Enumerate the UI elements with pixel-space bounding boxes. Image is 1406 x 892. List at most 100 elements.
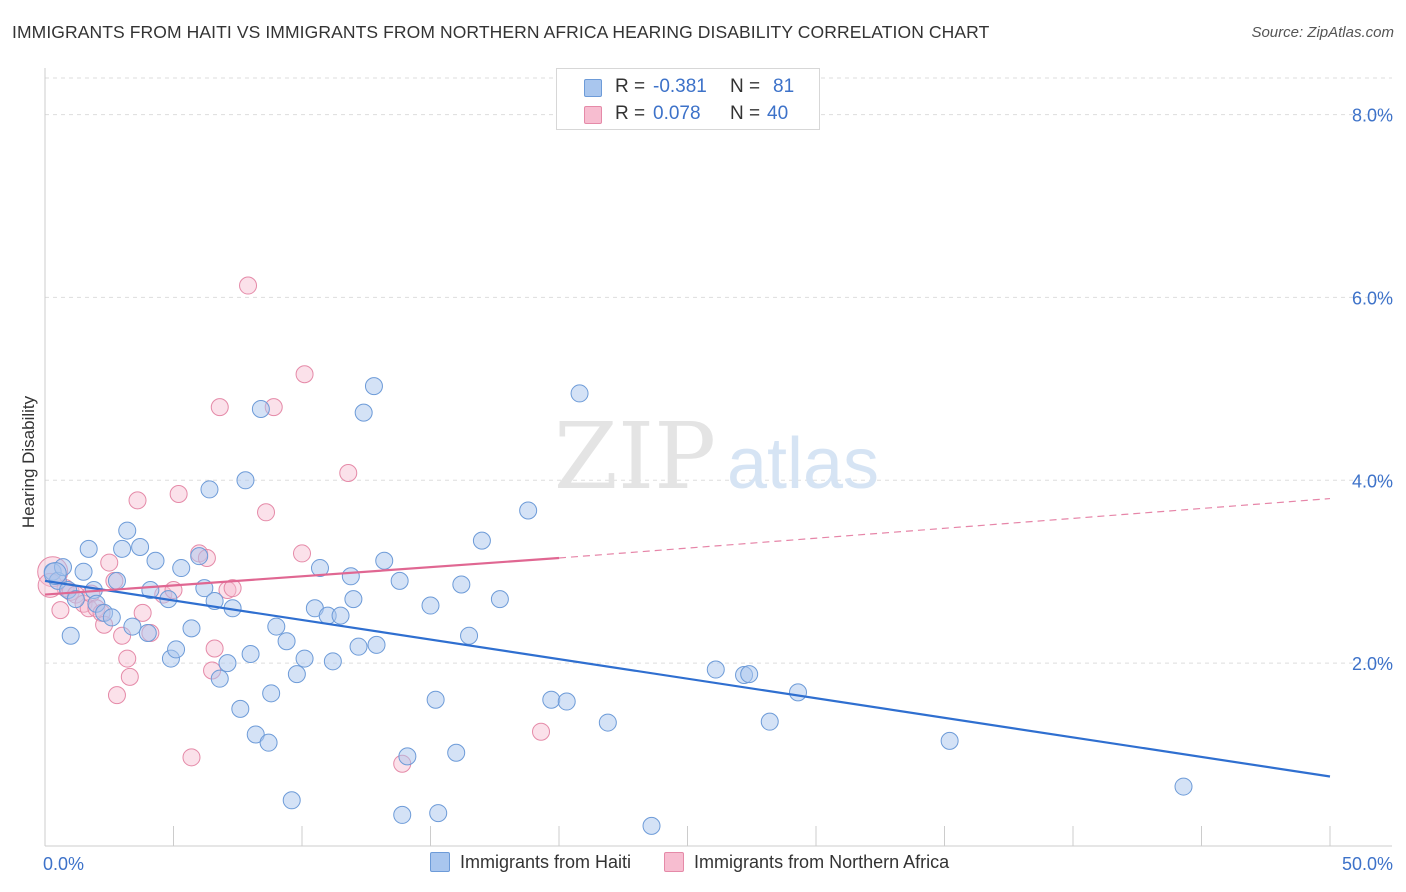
- haiti-point: [460, 626, 479, 645]
- haiti-point: [398, 747, 417, 766]
- nafrica-point: [182, 748, 201, 767]
- haiti-point: [789, 683, 808, 702]
- haiti-point: [172, 559, 191, 578]
- nafrica-point: [295, 365, 314, 384]
- haiti-point: [236, 471, 255, 490]
- nafrica-trend-extension: [558, 497, 1331, 559]
- haiti-point: [344, 590, 363, 609]
- nafrica-point: [239, 276, 258, 295]
- haiti-point: [287, 665, 306, 684]
- haiti-point: [259, 733, 278, 752]
- haiti-point: [282, 791, 301, 810]
- haiti-point: [542, 690, 561, 709]
- haiti-point: [706, 660, 725, 679]
- nafrica-point: [205, 639, 224, 658]
- haiti-point: [367, 635, 386, 654]
- nafrica-swatch: [584, 106, 602, 124]
- haiti-point: [557, 692, 576, 711]
- data-points: [37, 276, 1193, 835]
- haiti-point: [331, 606, 350, 625]
- watermark-zip: ZIP: [554, 403, 716, 510]
- y-axis-label: Hearing Disability: [19, 395, 38, 528]
- nafrica-legend-swatch: [664, 852, 685, 872]
- haiti-point: [740, 665, 759, 684]
- haiti-point: [61, 626, 80, 645]
- nafrica-point: [532, 722, 551, 741]
- haiti-point: [375, 551, 394, 570]
- haiti-point: [231, 699, 250, 718]
- grid-lines: [45, 77, 1392, 664]
- nafrica-point: [128, 491, 147, 510]
- haiti-point: [262, 684, 281, 703]
- haiti-point: [452, 575, 471, 594]
- haiti-point: [760, 712, 779, 731]
- haiti-point: [323, 652, 342, 671]
- haiti-trend-line: [44, 579, 1331, 778]
- haiti-point: [447, 743, 466, 762]
- n-value: 40: [767, 103, 789, 124]
- haiti-point: [107, 571, 126, 590]
- haiti-point: [472, 531, 491, 550]
- trend-lines: [44, 497, 1331, 778]
- nafrica-point: [210, 398, 229, 417]
- series-legend: Immigrants from Haiti Immigrants from No…: [430, 852, 977, 878]
- nafrica-point: [133, 603, 152, 622]
- haiti-point: [131, 538, 150, 557]
- r-label: R =: [615, 76, 646, 97]
- haiti-point: [246, 725, 265, 744]
- haiti-point: [364, 377, 383, 396]
- legend-row-nafrica: R = 0.078 N = 40: [557, 101, 819, 127]
- nafrica-point: [339, 463, 358, 482]
- haiti-point: [267, 617, 286, 636]
- haiti-point: [79, 539, 98, 558]
- haiti-point: [393, 805, 412, 824]
- x-tick-label-max: 50.0%: [1342, 854, 1393, 874]
- y-tick-label: 4.0%: [1352, 471, 1393, 491]
- haiti-point: [295, 649, 314, 668]
- r-value: 0.078: [653, 103, 701, 124]
- legend-item-haiti: Immigrants from Haiti: [430, 852, 631, 873]
- nafrica-legend-label: Immigrants from Northern Africa: [694, 852, 950, 872]
- nafrica-point: [100, 553, 119, 572]
- haiti-point: [570, 384, 589, 403]
- watermark: ZIP atlas: [554, 403, 879, 510]
- x-tick-label-min: 0.0%: [43, 854, 84, 874]
- haiti-point: [341, 567, 360, 586]
- axes: [44, 68, 1392, 847]
- haiti-point: [167, 640, 186, 659]
- nafrica-point: [169, 485, 188, 503]
- haiti-point: [200, 480, 219, 499]
- haiti-legend-label: Immigrants from Haiti: [460, 852, 632, 872]
- chart-title: IMMIGRANTS FROM HAITI VS IMMIGRANTS FROM…: [12, 22, 990, 42]
- haiti-point: [519, 501, 538, 520]
- haiti-point: [241, 645, 260, 663]
- haiti-point: [426, 690, 445, 709]
- haiti-swatch: [584, 79, 602, 97]
- haiti-point: [490, 590, 509, 609]
- haiti-point: [429, 804, 448, 823]
- haiti-point: [74, 562, 93, 581]
- nafrica-point: [118, 649, 137, 668]
- haiti-point: [113, 539, 132, 558]
- haiti-point: [146, 551, 165, 570]
- nafrica-point: [51, 601, 70, 620]
- n-label: N =: [730, 103, 761, 124]
- haiti-point: [218, 654, 237, 673]
- haiti-point: [66, 590, 85, 609]
- n-label: N =: [730, 76, 761, 97]
- nafrica-point: [293, 544, 311, 563]
- y-tick-label: 8.0%: [1352, 106, 1393, 126]
- legend-item-nafrica: Immigrants from Northern Africa: [664, 852, 949, 873]
- haiti-point: [210, 669, 229, 688]
- haiti-point: [182, 619, 201, 638]
- haiti-point: [277, 632, 296, 651]
- haiti-point: [390, 571, 409, 590]
- source-label: Source: ZipAtlas.com: [1251, 24, 1394, 41]
- haiti-point: [138, 623, 157, 642]
- r-value: -0.381: [653, 76, 707, 97]
- nafrica-point: [223, 579, 242, 598]
- tick-labels: 2.0% 4.0% 6.0% 8.0% 0.0% 50.0% Hearing Disabil…: [19, 106, 1393, 874]
- haiti-point: [1174, 777, 1193, 796]
- nafrica-trend-line: [44, 556, 560, 596]
- nafrica-point: [257, 503, 276, 522]
